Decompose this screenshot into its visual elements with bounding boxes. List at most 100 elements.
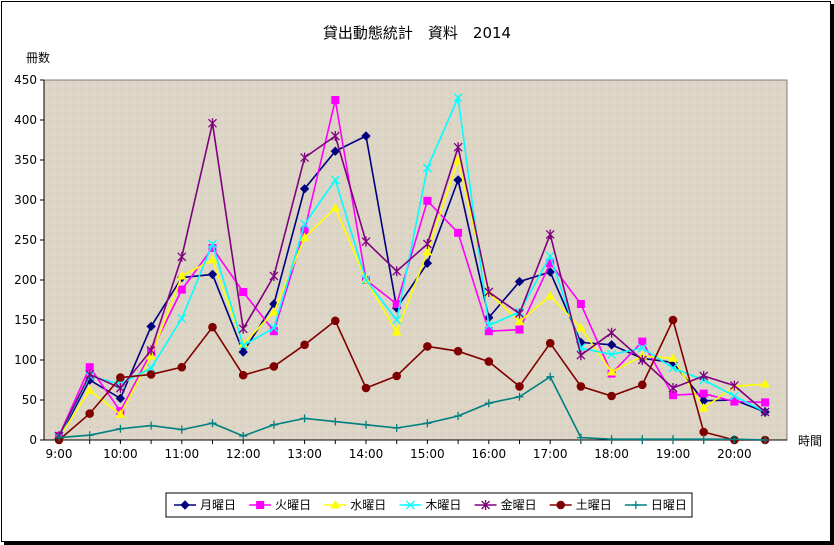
data-point xyxy=(330,175,340,185)
data-point xyxy=(607,327,617,338)
data-point xyxy=(484,287,494,297)
y-tick-label: 350 xyxy=(14,153,37,167)
legend-label: 水曜日 xyxy=(350,498,386,512)
data-point xyxy=(362,420,370,429)
data-point xyxy=(576,322,586,332)
data-point xyxy=(453,93,463,103)
legend-item: 金曜日 xyxy=(474,497,537,512)
legend-item: 木曜日 xyxy=(399,498,461,512)
data-point xyxy=(239,288,248,296)
data-point xyxy=(606,366,617,376)
legend: 月曜日 火曜日 水曜日 木曜日 金曜日 土曜日 日曜日 xyxy=(165,492,693,518)
data-point xyxy=(576,433,585,442)
x-tick-label: 14:00 xyxy=(349,447,384,461)
data-point xyxy=(177,425,186,434)
x-tick-label: 20:00 xyxy=(717,447,752,461)
data-point xyxy=(576,382,586,391)
data-point xyxy=(330,131,340,141)
series-line xyxy=(58,94,766,438)
data-point xyxy=(668,315,678,325)
data-point xyxy=(729,380,739,391)
series-layer xyxy=(54,93,770,445)
y-tick-label: 250 xyxy=(14,233,37,247)
x-tick-label: 15:00 xyxy=(410,447,445,461)
data-point xyxy=(423,419,432,428)
y-tick-label: 450 xyxy=(14,73,37,87)
data-point xyxy=(761,436,770,444)
data-point xyxy=(638,337,647,346)
data-point xyxy=(361,131,371,141)
data-point xyxy=(761,398,770,407)
data-point xyxy=(300,219,310,229)
data-point xyxy=(729,391,739,401)
data-point xyxy=(116,424,125,433)
data-point xyxy=(208,322,217,332)
data-point xyxy=(607,391,616,401)
data-point xyxy=(147,421,156,430)
data-point xyxy=(576,350,586,361)
y-tick-label: 50 xyxy=(22,393,37,407)
data-point xyxy=(238,341,248,351)
x-tick-label: 10:00 xyxy=(103,447,138,461)
data-point xyxy=(115,383,125,393)
series-line xyxy=(58,375,766,441)
data-point xyxy=(208,118,217,129)
x-axis-label: 時間 xyxy=(798,434,822,448)
data-point xyxy=(515,382,524,391)
series-7 xyxy=(55,372,770,444)
data-point xyxy=(116,373,125,382)
y-tick-label: 100 xyxy=(14,353,37,367)
data-point xyxy=(207,254,218,264)
legend-item: 水曜日 xyxy=(324,498,386,512)
y-tick-label: 200 xyxy=(14,273,37,287)
legend-item: 土曜日 xyxy=(549,498,612,512)
data-point xyxy=(454,228,463,237)
data-point xyxy=(699,371,709,381)
data-point xyxy=(699,435,708,444)
y-tick-label: 300 xyxy=(14,193,37,207)
legend-label: 金曜日 xyxy=(501,497,537,512)
x-tick-label: 12:00 xyxy=(226,447,261,461)
data-point xyxy=(208,239,217,249)
data-point xyxy=(392,266,402,277)
x-tick-label: 11:00 xyxy=(165,447,200,461)
data-point xyxy=(361,383,371,393)
legend-label: 日曜日 xyxy=(651,498,687,512)
data-point xyxy=(607,349,617,359)
data-point xyxy=(453,175,463,185)
data-point xyxy=(299,184,310,194)
data-point xyxy=(269,271,279,281)
data-point xyxy=(300,414,309,423)
data-point xyxy=(423,342,432,351)
data-point xyxy=(177,285,186,294)
x-tick-label: 13:00 xyxy=(287,447,322,461)
data-point xyxy=(146,370,156,379)
data-point xyxy=(115,409,126,418)
x-tick-label: 17:00 xyxy=(533,447,568,461)
data-point xyxy=(361,275,371,285)
series-line xyxy=(58,123,766,437)
data-point xyxy=(330,146,341,156)
data-point xyxy=(637,355,647,365)
data-point xyxy=(668,363,678,373)
series-line xyxy=(58,134,766,439)
legend-item: 火曜日 xyxy=(249,498,311,512)
legend-marker xyxy=(481,500,491,510)
legend-item: 月曜日 xyxy=(174,498,236,512)
data-point xyxy=(454,412,463,420)
chart-title: 貸出動態統計 資料 2014 xyxy=(323,24,511,42)
data-point xyxy=(177,362,187,372)
data-point xyxy=(392,424,401,432)
x-tick-label: 9:00 xyxy=(46,447,73,461)
data-point xyxy=(606,340,617,350)
data-point xyxy=(545,251,555,261)
legend-marker xyxy=(256,501,265,509)
data-point xyxy=(484,327,493,336)
data-point xyxy=(422,163,432,173)
data-point xyxy=(392,371,402,381)
data-point xyxy=(238,323,248,334)
data-point xyxy=(177,251,187,262)
data-point xyxy=(55,433,63,442)
data-point xyxy=(146,363,156,373)
